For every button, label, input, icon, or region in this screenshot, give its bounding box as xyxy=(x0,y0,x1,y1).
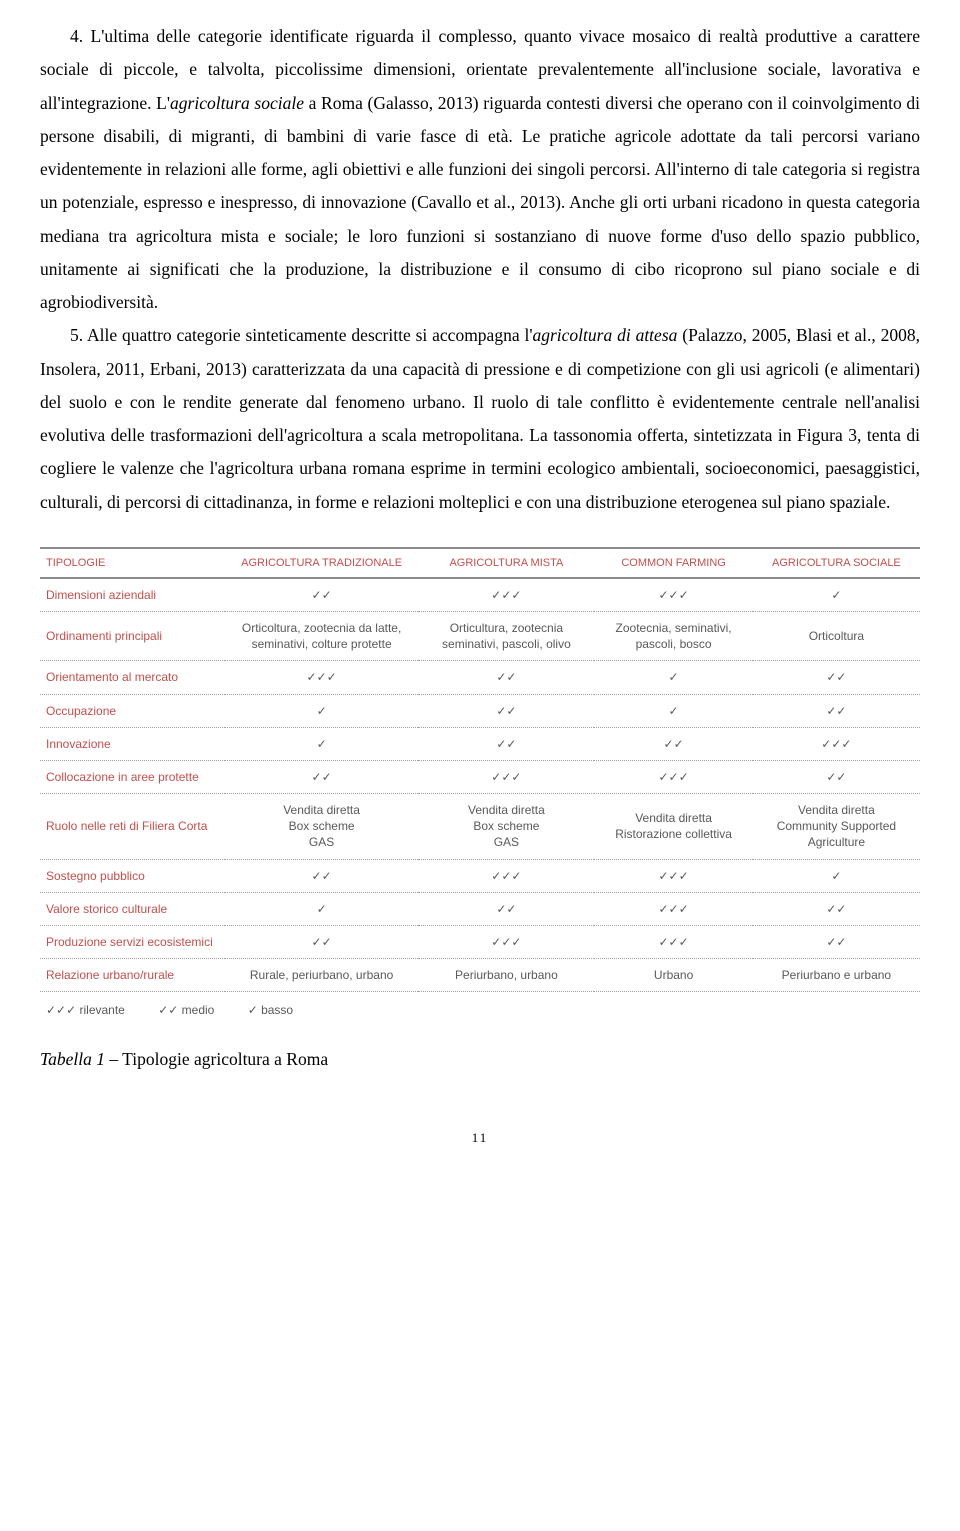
cell-value: ✓✓ xyxy=(225,859,419,892)
row-label: Collocazione in aree protette xyxy=(40,760,225,793)
row-label: Relazione urbano/rurale xyxy=(40,959,225,992)
table-row: Valore storico culturale✓✓✓✓✓✓✓✓ xyxy=(40,892,920,925)
row-label: Ruolo nelle reti di Filiera Corta xyxy=(40,794,225,860)
cell-value: ✓✓✓ xyxy=(594,760,752,793)
col-header: AGRICOLTURA TRADIZIONALE xyxy=(225,548,419,578)
table-body: Dimensioni aziendali✓✓✓✓✓✓✓✓✓Ordinamenti… xyxy=(40,578,920,992)
cell-value: ✓ xyxy=(225,892,419,925)
table-row: Occupazione✓✓✓✓✓✓ xyxy=(40,694,920,727)
typologies-table: TIPOLOGIE AGRICOLTURA TRADIZIONALE AGRIC… xyxy=(40,547,920,993)
cell-value: ✓✓ xyxy=(225,926,419,959)
legend-medio: ✓✓ medio xyxy=(158,1003,214,1017)
table-caption: Tabella 1 – Tipologie agricoltura a Roma xyxy=(40,1049,920,1070)
cell-value: ✓✓ xyxy=(753,694,920,727)
cell-value: ✓✓ xyxy=(418,694,594,727)
legend-basso: ✓ basso xyxy=(248,1003,293,1017)
table-row: Collocazione in aree protette✓✓✓✓✓✓✓✓✓✓ xyxy=(40,760,920,793)
cell-value: ✓✓ xyxy=(594,727,752,760)
row-label: Dimensioni aziendali xyxy=(40,578,225,612)
cell-value: ✓ xyxy=(594,661,752,694)
cell-value: ✓✓✓ xyxy=(418,578,594,612)
caption-label: Tabella 1 xyxy=(40,1049,105,1069)
col-header: TIPOLOGIE xyxy=(40,548,225,578)
cell-value: Rurale, periurbano, urbano xyxy=(225,959,419,992)
cell-value: ✓✓✓ xyxy=(418,760,594,793)
cell-value: ✓✓✓ xyxy=(225,661,419,694)
legend-rilevante: ✓✓✓ rilevante xyxy=(46,1003,125,1017)
cell-value: ✓✓✓ xyxy=(594,892,752,925)
table-row: Dimensioni aziendali✓✓✓✓✓✓✓✓✓ xyxy=(40,578,920,612)
cell-value: ✓✓✓ xyxy=(753,727,920,760)
table-header-row: TIPOLOGIE AGRICOLTURA TRADIZIONALE AGRIC… xyxy=(40,548,920,578)
table-legend: ✓✓✓ rilevante ✓✓ medio ✓ basso xyxy=(40,992,920,1026)
cell-value: ✓ xyxy=(753,859,920,892)
table-row: Orientamento al mercato✓✓✓✓✓✓✓✓ xyxy=(40,661,920,694)
table-row: Ordinamenti principaliOrticoltura, zoote… xyxy=(40,611,920,660)
col-header: AGRICOLTURA SOCIALE xyxy=(753,548,920,578)
col-header: AGRICOLTURA MISTA xyxy=(418,548,594,578)
cell-value: ✓✓✓ xyxy=(594,578,752,612)
row-label: Ordinamenti principali xyxy=(40,611,225,660)
body-text: 4. L'ultima delle categorie identificate… xyxy=(40,20,920,519)
page-number: 11 xyxy=(40,1130,920,1146)
cell-value: Zootecnia, seminativi, pascoli, bosco xyxy=(594,611,752,660)
cell-value: Vendita direttaCommunity SupportedAgricu… xyxy=(753,794,920,860)
cell-value: ✓✓✓ xyxy=(594,926,752,959)
caption-text: – Tipologie agricoltura a Roma xyxy=(105,1049,328,1069)
cell-value: ✓✓ xyxy=(753,926,920,959)
row-label: Sostegno pubblico xyxy=(40,859,225,892)
cell-value: Periurbano e urbano xyxy=(753,959,920,992)
row-label: Valore storico culturale xyxy=(40,892,225,925)
cell-value: ✓✓ xyxy=(225,760,419,793)
cell-value: ✓✓ xyxy=(753,760,920,793)
cell-value: ✓ xyxy=(753,578,920,612)
cell-value: ✓ xyxy=(225,694,419,727)
table-row: Relazione urbano/ruraleRurale, periurban… xyxy=(40,959,920,992)
col-header: COMMON FARMING xyxy=(594,548,752,578)
cell-value: ✓ xyxy=(594,694,752,727)
row-label: Produzione servizi ecosistemici xyxy=(40,926,225,959)
cell-value: Orticoltura, zootecnia da latte, seminat… xyxy=(225,611,419,660)
cell-value: ✓✓ xyxy=(225,578,419,612)
cell-value: ✓✓✓ xyxy=(594,859,752,892)
cell-value: Vendita direttaBox schemeGAS xyxy=(418,794,594,860)
cell-value: ✓ xyxy=(225,727,419,760)
cell-value: ✓✓ xyxy=(418,727,594,760)
paragraph-4: 4. L'ultima delle categorie identificate… xyxy=(40,20,920,319)
cell-value: ✓✓ xyxy=(418,661,594,694)
cell-value: Orticultura, zootecnia seminativi, pasco… xyxy=(418,611,594,660)
cell-value: Vendita direttaBox schemeGAS xyxy=(225,794,419,860)
table-row: Produzione servizi ecosistemici✓✓✓✓✓✓✓✓✓… xyxy=(40,926,920,959)
table-row: Sostegno pubblico✓✓✓✓✓✓✓✓✓ xyxy=(40,859,920,892)
paragraph-5: 5. Alle quattro categorie sinteticamente… xyxy=(40,319,920,519)
cell-value: ✓✓ xyxy=(753,892,920,925)
cell-value: ✓✓✓ xyxy=(418,926,594,959)
cell-value: Periurbano, urbano xyxy=(418,959,594,992)
cell-value: ✓✓ xyxy=(753,661,920,694)
table-figure: TIPOLOGIE AGRICOLTURA TRADIZIONALE AGRIC… xyxy=(40,547,920,1027)
table-row: Innovazione✓✓✓✓✓✓✓✓ xyxy=(40,727,920,760)
row-label: Innovazione xyxy=(40,727,225,760)
cell-value: Vendita direttaRistorazione collettiva xyxy=(594,794,752,860)
cell-value: ✓✓✓ xyxy=(418,859,594,892)
table-row: Ruolo nelle reti di Filiera CortaVendita… xyxy=(40,794,920,860)
cell-value: Orticoltura xyxy=(753,611,920,660)
cell-value: ✓✓ xyxy=(418,892,594,925)
row-label: Occupazione xyxy=(40,694,225,727)
cell-value: Urbano xyxy=(594,959,752,992)
row-label: Orientamento al mercato xyxy=(40,661,225,694)
